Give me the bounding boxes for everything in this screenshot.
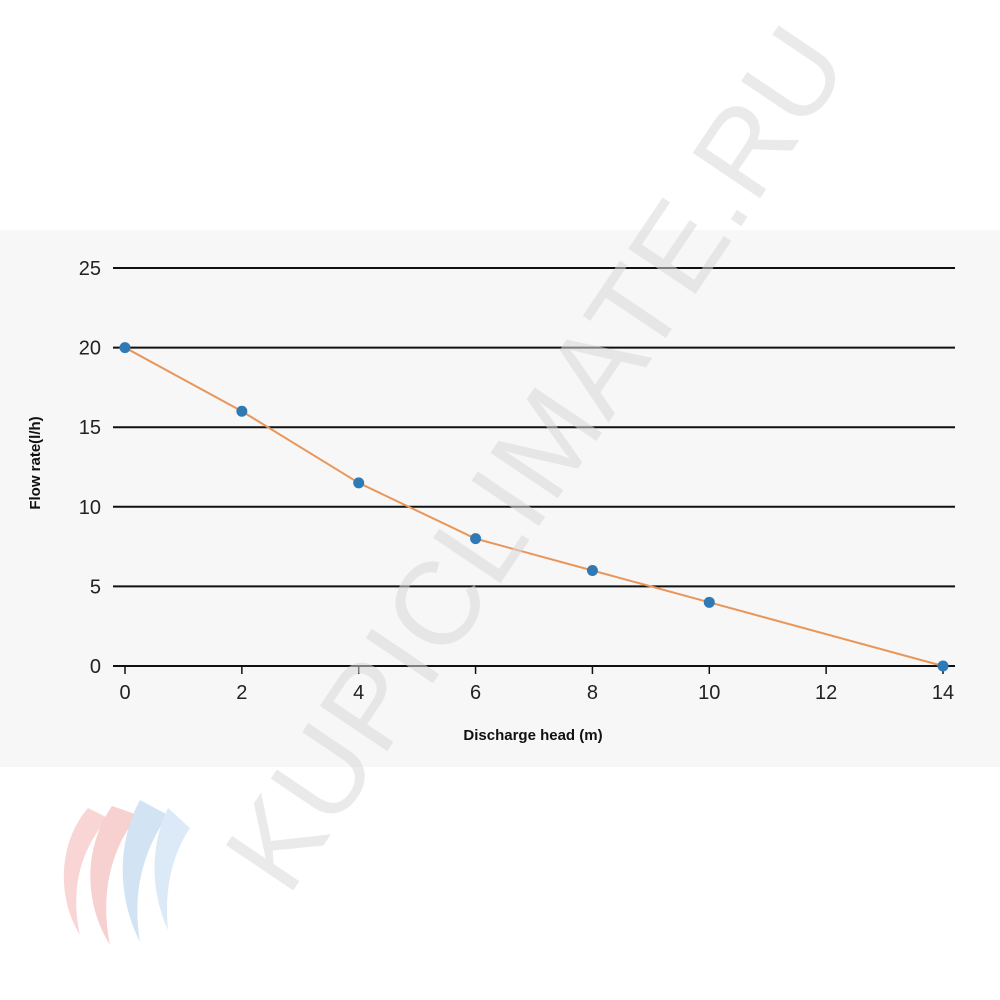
y-axis-title: Flow rate(l/h): [27, 416, 44, 509]
data-point: [470, 533, 482, 545]
data-point: [236, 405, 248, 417]
x-tick-label: 6: [470, 682, 481, 704]
watermark-text: KUPICLIMATE.RU: [200, 2, 874, 913]
y-tick-labels: 0 5 10 15 20 25: [79, 258, 101, 678]
x-tick-labels: 0 2 4 6 8 10 12 14: [119, 682, 954, 704]
x-tick-label: 8: [587, 682, 598, 704]
data-point: [703, 596, 715, 608]
x-tick-label: 2: [236, 682, 247, 704]
x-tick-label: 4: [353, 682, 364, 704]
x-tick-label: 14: [932, 682, 954, 704]
x-tick-label: 12: [815, 682, 837, 704]
x-tick-label: 10: [698, 682, 720, 704]
y-tick-label: 10: [79, 497, 101, 519]
y-tick-label: 20: [79, 338, 101, 360]
x-axis-title: Discharge head (m): [463, 727, 602, 744]
data-point: [119, 342, 131, 354]
y-tick-label: 5: [90, 576, 101, 598]
x-tick-label: 0: [119, 682, 130, 704]
series-layer: [119, 342, 949, 672]
watermark-logo-icon: [63, 800, 190, 945]
data-point: [937, 660, 949, 672]
y-tick-label: 25: [79, 258, 101, 280]
grid-layer: [113, 267, 955, 674]
plot-panel: [0, 230, 1000, 767]
y-tick-label: 15: [79, 417, 101, 439]
data-point: [353, 477, 365, 489]
y-tick-label: 0: [90, 656, 101, 678]
watermark-layer: KUPICLIMATE.RU: [63, 2, 874, 945]
data-point: [586, 564, 598, 576]
